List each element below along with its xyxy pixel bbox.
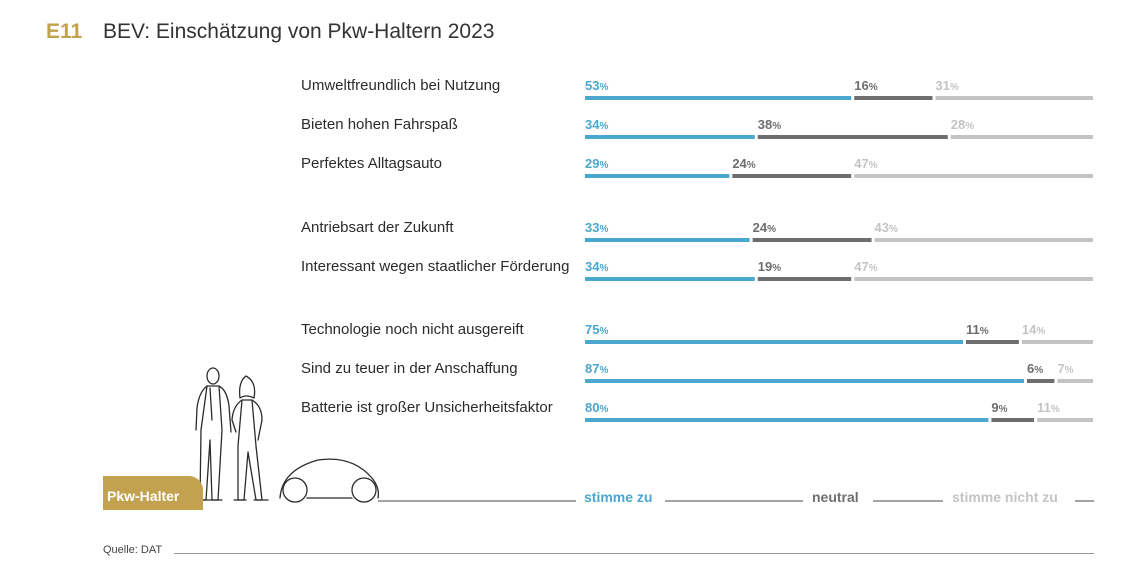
group-badge: [103, 476, 203, 510]
row-label: Sind zu teuer in der Anschaffung: [301, 360, 518, 377]
data-label: 19%: [758, 259, 781, 274]
data-label: 38%: [758, 117, 781, 132]
data-label: 75%: [585, 322, 608, 337]
data-label: 87%: [585, 361, 608, 376]
data-label: 11%: [966, 322, 989, 337]
data-label: 34%: [585, 117, 608, 132]
bar-segment-disagree: [1037, 418, 1093, 422]
bar-segment-agree: [585, 379, 1024, 383]
row-label: Interessant wegen staatlicher Förderung: [301, 258, 569, 275]
row-label: Antriebsart der Zukunft: [301, 219, 454, 236]
data-label: 80%: [585, 400, 608, 415]
row-label: Umweltfreundlich bei Nutzung: [301, 77, 500, 94]
page-title: BEV: Einschätzung von Pkw-Haltern 2023: [103, 20, 495, 43]
bar-row: Interessant wegen staatlicher Förderung 3…: [301, 258, 1093, 281]
data-label: 9%: [991, 400, 1007, 415]
data-label: 24%: [732, 156, 755, 171]
bar-segment-neutral: [854, 96, 933, 100]
chart-rows: Umweltfreundlich bei Nutzung 53% 16% 31% Bie…: [301, 77, 1093, 422]
data-label: 16%: [854, 78, 877, 93]
bar-segment-neutral: [757, 277, 852, 281]
source-divider: [174, 553, 1094, 554]
legend: stimme zu neutral stimme nicht zu: [378, 489, 1094, 505]
data-label: 47%: [854, 259, 877, 274]
bar-segment-disagree: [1057, 379, 1093, 383]
bar-segment-agree: [585, 340, 963, 344]
data-label: 31%: [936, 78, 959, 93]
source-note: Quelle: DAT: [103, 544, 163, 556]
bar-segment-agree: [585, 238, 750, 242]
data-label: 6%: [1027, 361, 1043, 376]
bar-segment-neutral: [991, 418, 1035, 422]
bar-row: Sind zu teuer in der Anschaffung 87% 6% 7%: [301, 360, 1093, 383]
data-label: 43%: [875, 220, 898, 235]
data-label: 24%: [753, 220, 776, 235]
row-label: Bieten hohen Fahrspaß: [301, 116, 458, 133]
bar-segment-neutral: [1026, 379, 1055, 383]
bar-segment-disagree: [935, 96, 1093, 100]
bar-row: Umweltfreundlich bei Nutzung 53% 16% 31%: [301, 77, 1093, 100]
data-label: 53%: [585, 78, 608, 93]
bar-segment-neutral: [966, 340, 1019, 344]
bar-segment-neutral: [757, 135, 948, 139]
data-label: 7%: [1057, 361, 1073, 376]
row-label: Technologie noch nicht ausgereift: [301, 321, 524, 338]
bar-segment-neutral: [732, 174, 852, 178]
bar-segment-disagree: [1021, 340, 1093, 344]
bar-segment-neutral: [752, 238, 872, 242]
legend-item-agree: stimme zu: [584, 489, 652, 505]
bar-segment-disagree: [950, 135, 1093, 139]
bar-segment-disagree: [854, 174, 1093, 178]
data-label: 28%: [951, 117, 974, 132]
bar-row: Technologie noch nicht ausgereift 75% 11% 1…: [301, 321, 1093, 344]
row-label: Perfektes Alltagsauto: [301, 155, 442, 172]
row-label: Batterie ist großer Unsicherheitsfaktor: [301, 399, 553, 416]
data-label: 11%: [1037, 400, 1060, 415]
data-label: 34%: [585, 259, 608, 274]
group-badge-label: Pkw-Halter: [107, 488, 180, 504]
bar-segment-agree: [585, 418, 989, 422]
legend-item-disagree: stimme nicht zu: [952, 489, 1058, 505]
bar-segment-agree: [585, 277, 755, 281]
bar-segment-disagree: [854, 277, 1093, 281]
bar-segment-agree: [585, 174, 730, 178]
bar-row: Perfektes Alltagsauto 29% 24% 47%: [301, 155, 1093, 178]
data-label: 33%: [585, 220, 608, 235]
legend-item-neutral: neutral: [812, 489, 859, 505]
people-and-car-line-drawing-icon: [195, 367, 380, 503]
bar-segment-disagree: [874, 238, 1093, 242]
data-label: 47%: [854, 156, 877, 171]
chart-code: E11: [46, 20, 83, 43]
bar-row: Batterie ist großer Unsicherheitsfaktor 8…: [301, 399, 1093, 422]
bar-row: Antriebsart der Zukunft 33% 24% 43%: [301, 219, 1093, 242]
data-label: 29%: [585, 156, 608, 171]
bar-row: Bieten hohen Fahrspaß 34% 38% 28%: [301, 116, 1093, 139]
bar-segment-agree: [585, 96, 852, 100]
data-label: 14%: [1022, 322, 1045, 337]
bar-segment-agree: [585, 135, 755, 139]
